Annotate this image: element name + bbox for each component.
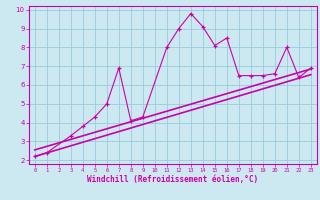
X-axis label: Windchill (Refroidissement éolien,°C): Windchill (Refroidissement éolien,°C) [87,175,258,184]
